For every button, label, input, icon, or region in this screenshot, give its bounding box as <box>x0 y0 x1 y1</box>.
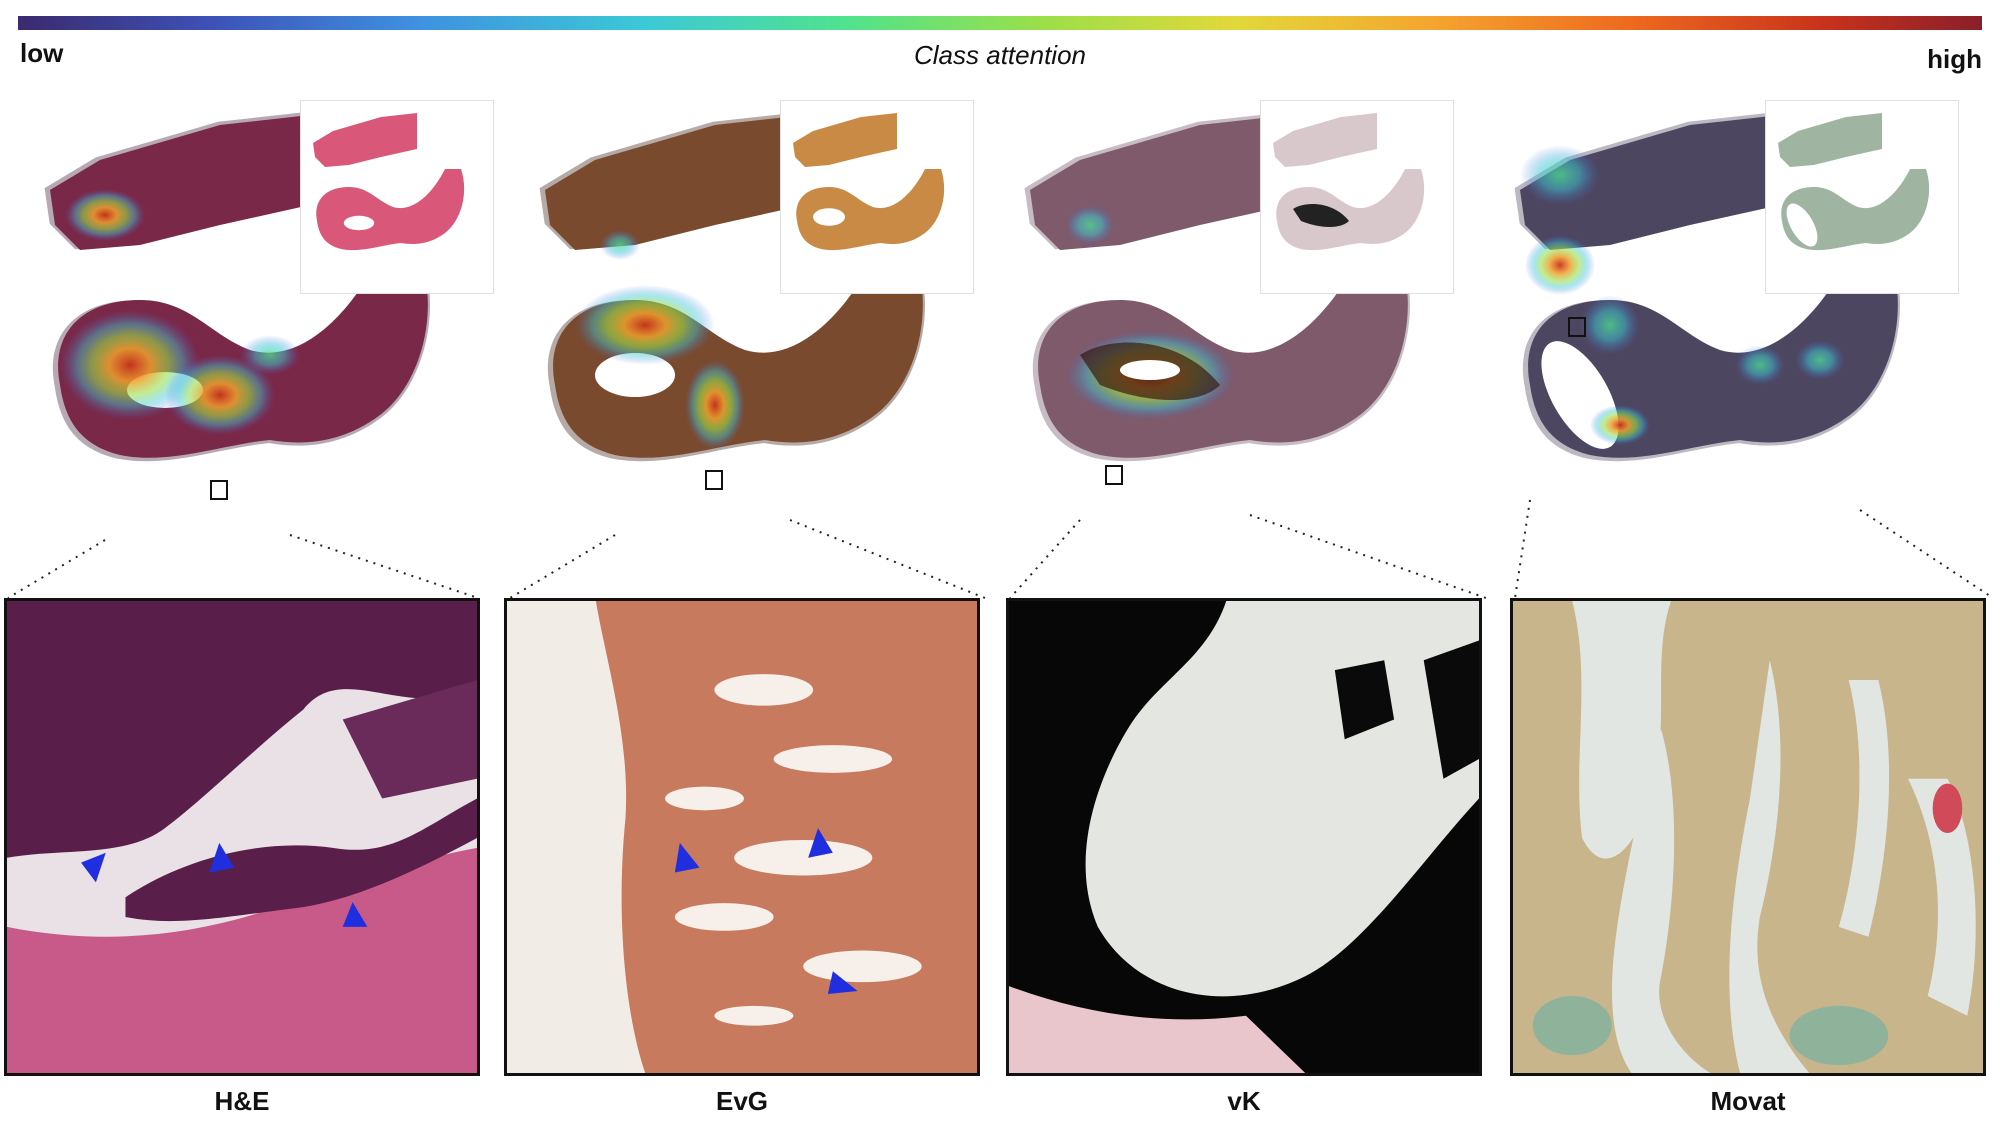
panel-vk <box>1000 85 1480 565</box>
he-roi-box <box>210 480 228 500</box>
he-wsi-heatmap <box>20 85 500 565</box>
colorbar-title: Class attention <box>914 40 1086 70</box>
arrowhead-3 <box>827 971 858 995</box>
arrowhead-2 <box>808 828 833 858</box>
evg-arrowhead-group <box>674 828 858 995</box>
panel-movat <box>1490 85 1970 565</box>
movat-roi-box <box>1568 317 1586 337</box>
evg-roi-box <box>705 470 723 490</box>
arrowhead-1 <box>81 852 106 883</box>
arrowhead-3 <box>342 902 368 927</box>
vk-thumbnail <box>1260 100 1454 294</box>
movat-zoom-panel <box>1510 598 1986 1076</box>
colorbar-low-label: low <box>20 38 64 68</box>
panel-he <box>20 85 500 565</box>
movat-thumbnail <box>1765 100 1959 294</box>
evg-wsi-heatmap <box>515 85 995 565</box>
colorbar-high-label: high <box>1927 44 1982 74</box>
stain-label-movat: Movat <box>1710 1086 1786 1116</box>
he-arrowhead-group <box>81 842 368 927</box>
vk-roi-box <box>1105 465 1123 485</box>
panel-evg <box>515 85 995 565</box>
vk-wsi-heatmap <box>1000 85 1480 565</box>
arrowhead-2 <box>209 842 235 873</box>
evg-zoom-panel <box>504 598 980 1076</box>
stain-label-he: H&E <box>214 1086 270 1116</box>
stain-label-vk: vK <box>1227 1086 1261 1116</box>
arrowhead-1 <box>674 842 700 873</box>
movat-wsi-heatmap <box>1490 85 1970 565</box>
evg-thumbnail <box>780 100 974 294</box>
he-zoom-panel <box>4 598 480 1076</box>
attention-colorbar <box>18 16 1982 30</box>
vk-zoom-panel <box>1006 598 1482 1076</box>
stain-label-evg: EvG <box>715 1086 769 1116</box>
he-thumbnail <box>300 100 494 294</box>
